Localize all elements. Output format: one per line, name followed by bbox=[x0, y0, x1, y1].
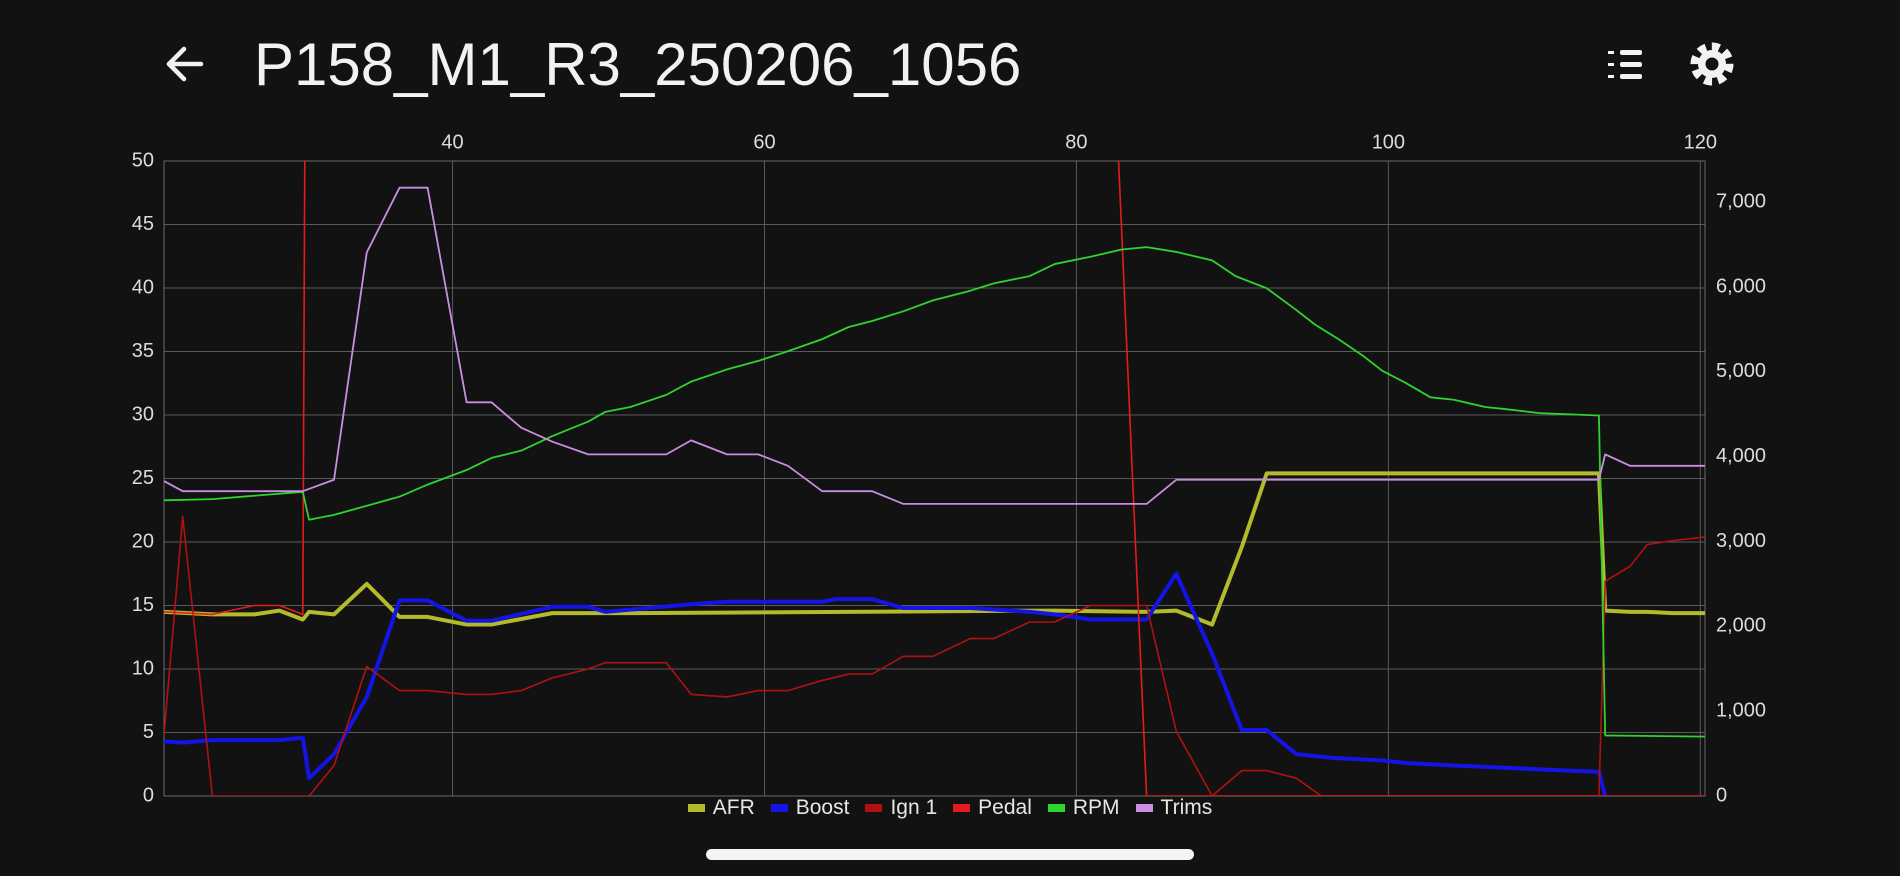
y-tick-label: 35 bbox=[132, 340, 154, 362]
plot-frame bbox=[163, 160, 1706, 797]
y2-tick-label: 1,000 bbox=[1716, 699, 1766, 721]
x-tick-label: 40 bbox=[441, 131, 463, 153]
legend-swatch bbox=[1135, 804, 1153, 812]
grid bbox=[164, 160, 1705, 797]
x-tick-label: 60 bbox=[753, 131, 775, 153]
y2-tick-label: 4,000 bbox=[1716, 445, 1766, 467]
back-button[interactable] bbox=[166, 46, 204, 82]
y-tick-label: 10 bbox=[132, 657, 154, 679]
series-line bbox=[164, 471, 1705, 627]
y2-tick-label: 6,000 bbox=[1716, 275, 1766, 297]
legend: AFR Boost Ign 1 Pedal RPM Trims bbox=[0, 796, 1900, 820]
legend-label: AFR bbox=[712, 796, 755, 819]
y-tick-label: 15 bbox=[132, 594, 154, 616]
y-tick-label: 25 bbox=[132, 467, 154, 489]
page-title: P158_M1_R3_250206_1056 bbox=[254, 31, 1022, 98]
series-line bbox=[164, 186, 1705, 505]
y2-tick-label: 7,000 bbox=[1716, 191, 1766, 213]
x-tick-label: 100 bbox=[1372, 131, 1405, 153]
series-line bbox=[164, 571, 1608, 796]
y2-tick-label: 5,000 bbox=[1716, 360, 1766, 382]
legend-label: Trims bbox=[1160, 796, 1213, 819]
legend-item[interactable]: RPM bbox=[1047, 796, 1120, 820]
legend-swatch bbox=[953, 804, 971, 812]
legend-item[interactable]: Trims bbox=[1135, 796, 1213, 820]
y-tick-label: 5 bbox=[143, 721, 154, 743]
legend-swatch bbox=[865, 804, 883, 812]
legend-label: Pedal bbox=[978, 796, 1032, 819]
legend-item[interactable]: Ign 1 bbox=[865, 796, 937, 820]
legend-label: RPM bbox=[1072, 796, 1120, 819]
y2-tick-label: 0 bbox=[1716, 784, 1727, 806]
y2-tick-label: 2,000 bbox=[1716, 615, 1766, 637]
plot-lines bbox=[164, 161, 1705, 796]
series-line bbox=[164, 161, 1705, 796]
legend-label: Ign 1 bbox=[890, 796, 938, 819]
series-line bbox=[164, 515, 1705, 796]
legend-item[interactable]: AFR bbox=[687, 796, 755, 820]
legend-label: Boost bbox=[795, 796, 850, 819]
settings-button[interactable] bbox=[1690, 42, 1734, 86]
y-tick-label: 20 bbox=[132, 530, 154, 552]
x-tick-label: 80 bbox=[1065, 131, 1087, 153]
y2-tick-label: 3,000 bbox=[1716, 530, 1766, 552]
legend-swatch bbox=[687, 804, 705, 812]
home-indicator bbox=[706, 849, 1194, 860]
x-tick-label: 120 bbox=[1684, 131, 1717, 153]
legend-item[interactable]: Boost bbox=[770, 796, 850, 820]
legend-swatch bbox=[1047, 804, 1065, 812]
y-tick-label: 0 bbox=[143, 784, 154, 806]
y-tick-label: 50 bbox=[132, 149, 154, 171]
series-line bbox=[164, 246, 1705, 738]
legend-swatch bbox=[770, 804, 788, 812]
legend-item[interactable]: Pedal bbox=[953, 796, 1032, 820]
y-tick-label: 45 bbox=[132, 213, 154, 235]
y-tick-label: 40 bbox=[132, 276, 154, 298]
y-tick-label: 30 bbox=[132, 403, 154, 425]
list-icon[interactable] bbox=[1608, 50, 1642, 79]
